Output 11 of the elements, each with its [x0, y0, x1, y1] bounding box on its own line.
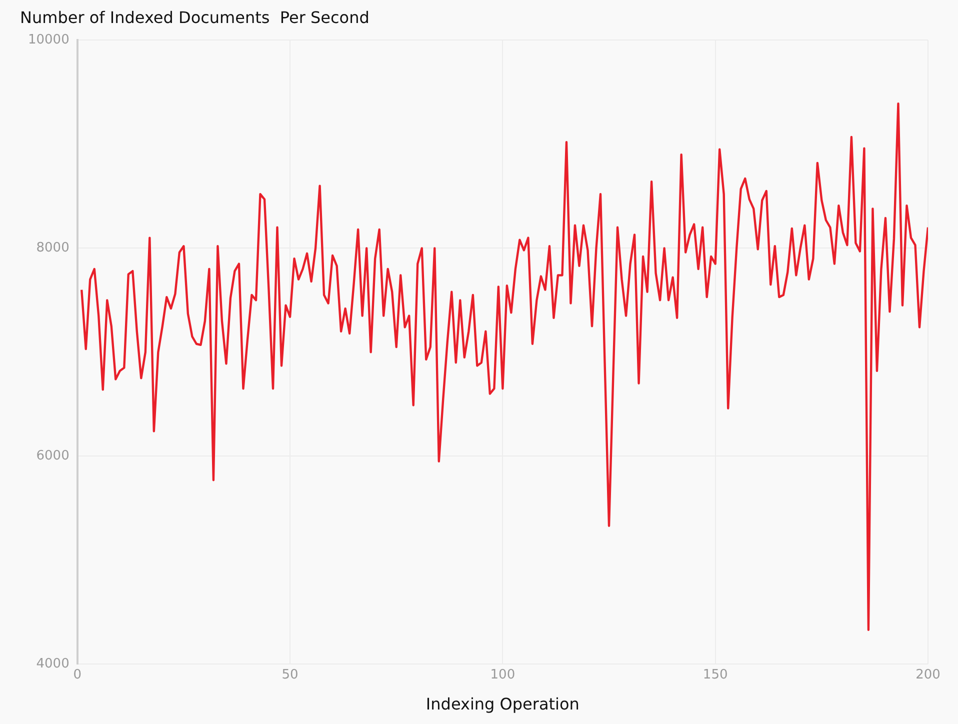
y-tick-label: 4000 — [36, 656, 70, 672]
x-tick-label: 150 — [702, 667, 728, 682]
y-tick-label: 8000 — [36, 240, 70, 256]
chart-title: Number of Indexed Documents Per Second — [20, 8, 370, 27]
x-tick-label: 200 — [916, 667, 940, 682]
y-tick-label: 10000 — [28, 32, 70, 48]
y-tick-label: 6000 — [36, 448, 70, 464]
x-tick-label: 50 — [282, 667, 298, 682]
x-tick-label: 100 — [490, 667, 516, 682]
x-axis-title: Indexing Operation — [426, 694, 580, 714]
x-tick-label: 0 — [73, 667, 82, 682]
